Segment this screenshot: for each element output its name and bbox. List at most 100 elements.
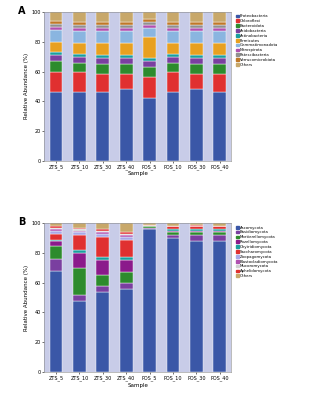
Bar bbox=[120, 260, 133, 272]
Bar bbox=[161, 223, 184, 372]
Bar bbox=[73, 223, 86, 228]
Bar bbox=[68, 223, 91, 372]
Bar bbox=[184, 223, 208, 372]
Bar bbox=[213, 28, 226, 31]
Bar bbox=[120, 58, 133, 64]
Bar bbox=[213, 64, 226, 74]
Bar bbox=[120, 240, 133, 258]
Bar bbox=[96, 12, 109, 22]
Bar bbox=[73, 92, 86, 161]
Bar bbox=[120, 235, 133, 237]
Bar bbox=[213, 25, 226, 28]
Bar bbox=[120, 232, 133, 234]
Bar bbox=[143, 98, 156, 161]
Bar bbox=[50, 234, 62, 240]
Bar bbox=[213, 223, 226, 226]
Bar bbox=[143, 226, 156, 228]
Bar bbox=[190, 241, 203, 372]
Bar bbox=[190, 226, 203, 229]
Bar bbox=[190, 58, 203, 64]
Bar bbox=[213, 55, 226, 58]
Bar bbox=[44, 223, 68, 372]
Bar bbox=[138, 223, 161, 372]
Bar bbox=[120, 12, 133, 22]
Bar bbox=[50, 259, 62, 271]
Bar bbox=[73, 235, 86, 250]
Bar bbox=[73, 31, 86, 43]
Bar bbox=[50, 52, 62, 55]
Bar bbox=[96, 234, 109, 237]
Bar bbox=[120, 289, 133, 372]
X-axis label: Sample: Sample bbox=[127, 171, 148, 176]
Bar bbox=[120, 22, 133, 25]
Bar bbox=[50, 42, 62, 52]
Bar bbox=[73, 229, 86, 231]
Bar bbox=[166, 238, 179, 372]
Bar bbox=[143, 25, 156, 28]
Bar bbox=[190, 229, 203, 231]
Bar bbox=[213, 226, 226, 229]
Bar bbox=[96, 275, 109, 286]
Bar bbox=[96, 258, 109, 260]
Bar bbox=[190, 74, 203, 89]
Bar bbox=[190, 55, 203, 58]
Text: A: A bbox=[18, 6, 26, 16]
Bar bbox=[213, 74, 226, 92]
Bar bbox=[166, 22, 179, 25]
Bar bbox=[143, 229, 156, 372]
Bar bbox=[143, 58, 156, 61]
Bar bbox=[143, 37, 156, 58]
Bar bbox=[73, 22, 86, 25]
Bar bbox=[114, 223, 138, 372]
Bar bbox=[50, 21, 62, 24]
Legend: Ascomycota, Basidiomycota, Mortierellomycota, Rozellomycota, Chytridiomycota, Sa: Ascomycota, Basidiomycota, Mortierellomy… bbox=[235, 225, 279, 278]
Bar bbox=[143, 67, 156, 78]
Bar bbox=[120, 43, 133, 55]
Bar bbox=[73, 250, 86, 253]
Bar bbox=[96, 92, 109, 161]
Bar bbox=[213, 22, 226, 25]
Bar bbox=[161, 12, 184, 161]
Bar bbox=[96, 223, 109, 229]
Bar bbox=[96, 286, 109, 292]
Bar bbox=[166, 231, 179, 232]
Bar bbox=[166, 28, 179, 31]
Bar bbox=[166, 62, 179, 72]
Bar bbox=[190, 225, 203, 226]
Bar bbox=[166, 232, 179, 235]
Bar bbox=[96, 229, 109, 231]
Bar bbox=[166, 235, 179, 238]
Bar bbox=[120, 28, 133, 31]
Bar bbox=[166, 12, 179, 22]
Legend: Proteobacteria, Chloroflexi, Bacteroidota, Acidobacteria, Actinobacteria, Firmic: Proteobacteria, Chloroflexi, Bacteroidot… bbox=[235, 14, 278, 67]
Bar bbox=[166, 72, 179, 92]
Bar bbox=[96, 231, 109, 232]
Bar bbox=[96, 74, 109, 92]
Bar bbox=[166, 223, 179, 226]
Bar bbox=[96, 237, 109, 258]
Bar bbox=[73, 57, 86, 62]
Bar bbox=[120, 237, 133, 240]
Bar bbox=[143, 225, 156, 226]
Bar bbox=[190, 232, 203, 235]
Bar bbox=[73, 253, 86, 268]
Y-axis label: Relative Abundance (%): Relative Abundance (%) bbox=[24, 53, 29, 120]
Bar bbox=[213, 235, 226, 241]
Bar bbox=[73, 268, 86, 295]
Bar bbox=[120, 272, 133, 283]
Bar bbox=[120, 223, 133, 232]
Bar bbox=[50, 231, 62, 234]
Bar bbox=[190, 223, 203, 225]
Bar bbox=[50, 61, 62, 72]
Bar bbox=[96, 28, 109, 31]
Bar bbox=[166, 54, 179, 57]
Bar bbox=[73, 12, 86, 22]
Bar bbox=[73, 295, 86, 300]
Bar bbox=[50, 271, 62, 372]
Bar bbox=[190, 31, 203, 43]
Bar bbox=[213, 229, 226, 231]
Bar bbox=[213, 43, 226, 55]
Bar bbox=[96, 260, 109, 275]
Bar bbox=[96, 232, 109, 234]
Bar bbox=[213, 12, 226, 22]
